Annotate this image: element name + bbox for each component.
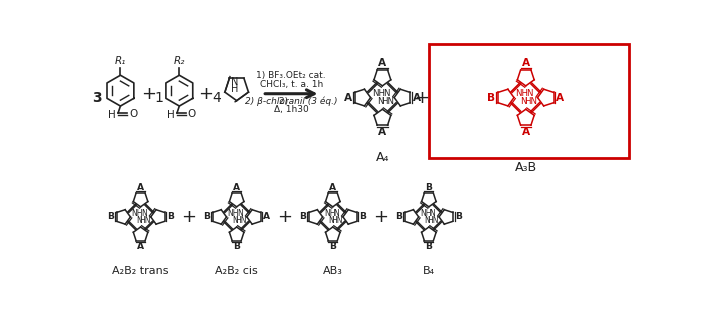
Text: 2) β-chloranil (3 éq.): 2) β-chloranil (3 éq.) (245, 97, 337, 106)
Text: B: B (425, 183, 432, 192)
Text: B: B (299, 212, 307, 221)
Text: NH: NH (420, 209, 432, 218)
Text: +: + (181, 208, 196, 226)
Text: A: A (233, 183, 240, 192)
Text: +: + (413, 89, 429, 107)
Text: A: A (344, 93, 352, 103)
Text: +: + (373, 208, 388, 226)
Text: R₁: R₁ (115, 56, 126, 66)
Text: N: N (232, 216, 238, 225)
Text: A: A (137, 242, 144, 251)
Text: A₃B: A₃B (515, 161, 537, 174)
Text: B: B (396, 212, 402, 221)
Text: N: N (526, 89, 533, 99)
Text: +: + (198, 85, 213, 103)
Text: N: N (136, 216, 141, 225)
Text: HN: HN (236, 216, 247, 225)
Text: A₄: A₄ (375, 152, 389, 165)
Text: B₄: B₄ (423, 266, 435, 276)
Text: HN: HN (524, 97, 537, 106)
Text: A: A (378, 127, 387, 137)
Text: N: N (383, 89, 389, 99)
Text: B: B (487, 93, 495, 103)
Text: A: A (263, 212, 270, 221)
Text: HN: HN (381, 97, 394, 106)
Text: B: B (359, 212, 366, 221)
Text: +: + (141, 85, 156, 103)
Text: N: N (377, 97, 383, 106)
Text: N: N (328, 216, 334, 225)
Text: N: N (231, 77, 239, 87)
Text: N: N (429, 209, 435, 218)
Text: 3: 3 (93, 91, 102, 105)
Text: 1) BF₃.OEt₂ cat.: 1) BF₃.OEt₂ cat. (257, 71, 326, 80)
Text: HN: HN (427, 216, 439, 225)
Text: A₂B₂ cis: A₂B₂ cis (215, 266, 258, 276)
Text: A: A (522, 127, 530, 137)
Text: A: A (522, 58, 530, 68)
Text: R₂: R₂ (174, 56, 185, 66)
Text: B: B (329, 242, 336, 251)
Text: A: A (137, 183, 144, 192)
Text: B: B (456, 212, 462, 221)
Text: N: N (424, 216, 430, 225)
Text: A: A (556, 93, 565, 103)
Text: A: A (329, 183, 336, 192)
Text: 1: 1 (155, 91, 163, 105)
Text: B: B (167, 212, 174, 221)
Text: Δ, 1h30: Δ, 1h30 (274, 105, 309, 115)
Text: N: N (141, 209, 147, 218)
Text: A: A (378, 58, 387, 68)
Text: B: B (233, 242, 240, 251)
Text: N: N (333, 209, 339, 218)
Text: 4: 4 (212, 91, 221, 105)
Text: H: H (108, 109, 116, 120)
Text: N: N (520, 97, 527, 106)
Text: A₂B₂ trans: A₂B₂ trans (112, 266, 169, 276)
Text: H: H (231, 84, 239, 94)
Text: NH: NH (131, 209, 143, 218)
Text: B: B (108, 212, 114, 221)
Text: O: O (188, 109, 196, 119)
Text: O: O (129, 109, 137, 119)
Text: HN: HN (332, 216, 343, 225)
Text: NH: NH (515, 89, 529, 99)
Text: 2): 2) (279, 97, 291, 106)
Text: A: A (413, 93, 421, 103)
Text: +: + (277, 208, 292, 226)
Text: HN: HN (139, 216, 150, 225)
Text: H: H (167, 109, 174, 120)
Text: AB₃: AB₃ (323, 266, 343, 276)
Text: CHCl₃, t. a. 1h: CHCl₃, t. a. 1h (259, 80, 323, 89)
Text: NH: NH (228, 209, 239, 218)
Text: N: N (237, 209, 243, 218)
Text: NH: NH (324, 209, 335, 218)
Bar (429, 44, 628, 159)
Text: B: B (203, 212, 210, 221)
Text: B: B (425, 242, 432, 251)
Text: NH: NH (372, 89, 385, 99)
